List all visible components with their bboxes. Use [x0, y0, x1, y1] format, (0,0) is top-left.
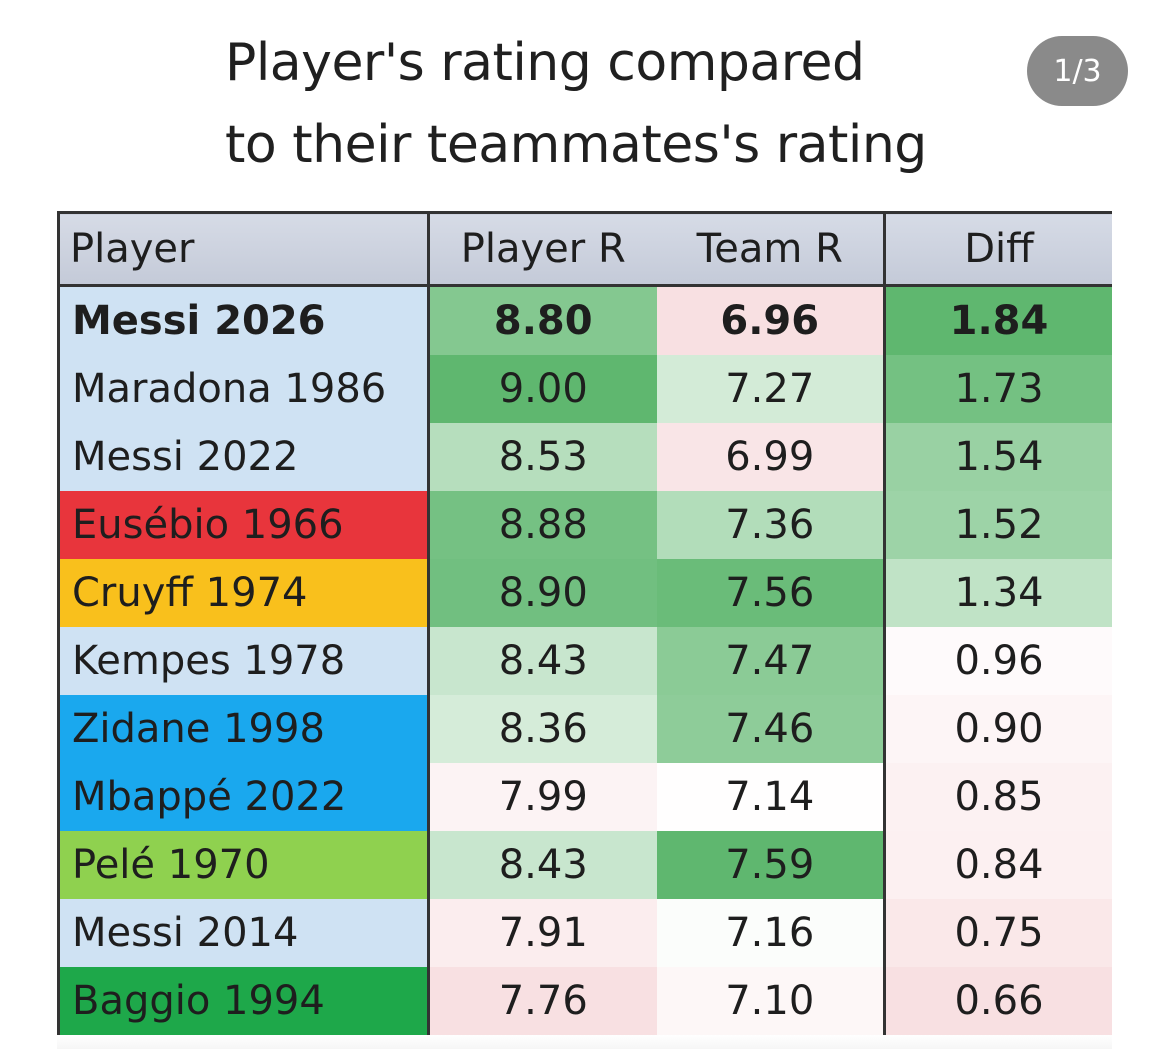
player-name-cell: Messi 2022 — [57, 423, 430, 491]
player-rating-cell: 8.43 — [428, 627, 657, 695]
diff-cell: 0.85 — [883, 763, 1112, 831]
player-name-cell: Messi 2026 — [57, 285, 430, 355]
player-name-cell: Eusébio 1966 — [57, 491, 430, 559]
player-name-cell: Maradona 1986 — [57, 355, 430, 423]
title-line-2: to their teammates's rating — [225, 115, 927, 175]
page-indicator-badge[interactable]: 1/3 — [1027, 36, 1128, 106]
table-row: Pelé 1970 8.43 7.59 0.84 — [57, 831, 1112, 899]
team-rating-cell: 7.56 — [656, 559, 885, 627]
diff-cell: 0.96 — [883, 627, 1112, 695]
diff-cell: 1.52 — [883, 491, 1112, 559]
team-rating-cell: 7.27 — [656, 355, 885, 423]
player-name-cell: Messi 2014 — [57, 899, 430, 967]
team-rating-cell: 7.14 — [656, 763, 885, 831]
player-rating-cell: 7.99 — [428, 763, 657, 831]
table-row: Cruyff 1974 8.90 7.56 1.34 — [57, 559, 1112, 627]
player-name-cell: Cruyff 1974 — [57, 559, 430, 627]
table-row: Eusébio 1966 8.88 7.36 1.52 — [57, 491, 1112, 559]
table-row: Baggio 1994 7.76 7.10 0.66 — [57, 967, 1112, 1035]
column-header-diff: Diff — [883, 211, 1112, 287]
team-rating-cell: 6.99 — [656, 423, 885, 491]
diff-cell: 0.75 — [883, 899, 1112, 967]
table-row: Zidane 1998 8.36 7.46 0.90 — [57, 695, 1112, 763]
ratings-table-container: Player Player R Team R Diff Messi 2026 8.… — [57, 211, 1112, 1049]
table-row: Messi 2014 7.91 7.16 0.75 — [57, 899, 1112, 967]
diff-cell: 1.73 — [883, 355, 1112, 423]
team-rating-cell: 6.96 — [656, 285, 885, 355]
diff-cell: 0.84 — [883, 831, 1112, 899]
column-header-player: Player — [57, 211, 429, 287]
diff-cell: 1.84 — [883, 285, 1112, 355]
bottom-fade — [57, 1035, 1112, 1049]
diff-cell: 0.90 — [883, 695, 1112, 763]
table-row: Messi 2026 8.80 6.96 1.84 — [57, 285, 1112, 355]
team-rating-cell: 7.47 — [656, 627, 885, 695]
player-rating-cell: 8.43 — [428, 831, 657, 899]
column-header-team-rating: Team R — [656, 211, 886, 287]
player-rating-cell: 8.88 — [428, 491, 657, 559]
table-body: Messi 2026 8.80 6.96 1.84 Maradona 1986 9.00 7… — [57, 285, 1112, 1035]
player-rating-cell: 8.53 — [428, 423, 657, 491]
team-rating-cell: 7.10 — [656, 967, 885, 1035]
team-rating-cell: 7.36 — [656, 491, 885, 559]
title-line-1: Player's rating compared — [225, 33, 865, 93]
table-row: Mbappé 2022 7.99 7.14 0.85 — [57, 763, 1112, 831]
player-rating-cell: 7.76 — [428, 967, 657, 1035]
table-header-row: Player Player R Team R Diff — [57, 211, 1112, 287]
column-header-player-rating: Player R — [427, 211, 657, 287]
player-name-cell: Kempes 1978 — [57, 627, 430, 695]
team-rating-cell: 7.59 — [656, 831, 885, 899]
team-rating-cell: 7.16 — [656, 899, 885, 967]
player-rating-cell: 9.00 — [428, 355, 657, 423]
chart-title: Player's rating compared to their teamma… — [225, 22, 1005, 186]
player-rating-cell: 8.90 — [428, 559, 657, 627]
player-name-cell: Zidane 1998 — [57, 695, 430, 763]
player-rating-cell: 8.80 — [428, 285, 657, 355]
player-name-cell: Pelé 1970 — [57, 831, 430, 899]
player-name-cell: Baggio 1994 — [57, 967, 430, 1035]
player-name-cell: Mbappé 2022 — [57, 763, 430, 831]
diff-cell: 1.34 — [883, 559, 1112, 627]
ratings-table: Player Player R Team R Diff Messi 2026 8.… — [57, 211, 1112, 1035]
diff-cell: 0.66 — [883, 967, 1112, 1035]
table-row: Maradona 1986 9.00 7.27 1.73 — [57, 355, 1112, 423]
player-rating-cell: 8.36 — [428, 695, 657, 763]
team-rating-cell: 7.46 — [656, 695, 885, 763]
table-row: Kempes 1978 8.43 7.47 0.96 — [57, 627, 1112, 695]
player-rating-cell: 7.91 — [428, 899, 657, 967]
table-row: Messi 2022 8.53 6.99 1.54 — [57, 423, 1112, 491]
diff-cell: 1.54 — [883, 423, 1112, 491]
